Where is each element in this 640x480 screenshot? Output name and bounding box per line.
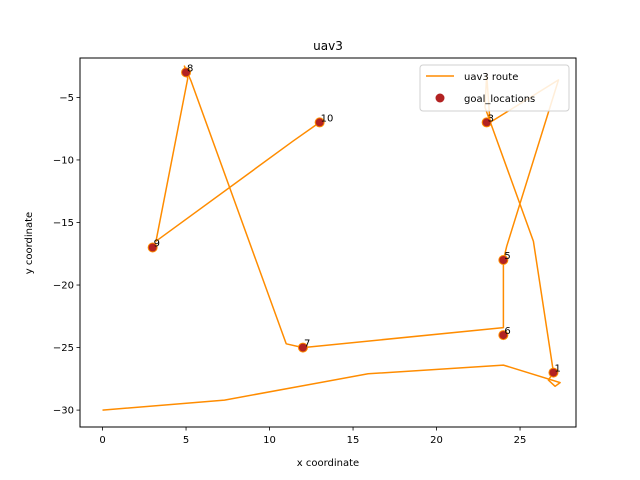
legend-route-label: uav3 route bbox=[464, 72, 518, 83]
goal-point bbox=[181, 67, 192, 78]
goal-point bbox=[498, 330, 509, 341]
goal-label: 10 bbox=[321, 113, 334, 124]
y-tick-label: −20 bbox=[53, 281, 74, 292]
goal-point bbox=[297, 342, 308, 353]
x-tick-label: 15 bbox=[347, 435, 360, 446]
goal-label: 9 bbox=[154, 239, 160, 250]
goal-point bbox=[498, 255, 509, 266]
x-tick-label: 20 bbox=[430, 435, 443, 446]
goal-point bbox=[481, 117, 492, 128]
y-axis-label: y coordinate bbox=[24, 212, 35, 274]
y-tick-label: −25 bbox=[53, 343, 74, 354]
goal-label: 6 bbox=[504, 326, 510, 337]
goal-label: 8 bbox=[187, 63, 193, 74]
x-tick-label: 0 bbox=[99, 435, 105, 446]
legend-goal-label: goal_locations bbox=[464, 94, 535, 105]
goal-point bbox=[548, 367, 559, 378]
y-tick-label: −30 bbox=[53, 406, 74, 417]
x-tick-label: 10 bbox=[263, 435, 276, 446]
legend-goal-swatch bbox=[435, 93, 445, 103]
y-tick-label: −15 bbox=[53, 218, 74, 229]
y-tick-label: −5 bbox=[59, 93, 74, 104]
goal-label: 3 bbox=[488, 113, 494, 124]
goal-point bbox=[147, 242, 158, 253]
x-tick-label: 25 bbox=[514, 435, 527, 446]
axis-ticks: 0 5 10 15 20 25 −30 −25 −20 −15 −10 −5 bbox=[53, 93, 527, 446]
point-annotations: 1 6 7 5 3 8 9 10 bbox=[154, 63, 561, 374]
y-tick-label: −10 bbox=[53, 155, 74, 166]
goal-label: 1 bbox=[554, 364, 560, 375]
goal-label: 5 bbox=[504, 251, 510, 262]
goal-label: 7 bbox=[304, 339, 310, 350]
legend-box bbox=[419, 64, 570, 112]
x-tick-label: 5 bbox=[183, 435, 189, 446]
x-axis-label: x coordinate bbox=[297, 458, 359, 469]
plot-frame bbox=[79, 57, 577, 428]
goal-point bbox=[314, 117, 325, 128]
legend: uav3 route goal_locations bbox=[419, 64, 570, 112]
chart-title: uav3 bbox=[313, 39, 343, 53]
